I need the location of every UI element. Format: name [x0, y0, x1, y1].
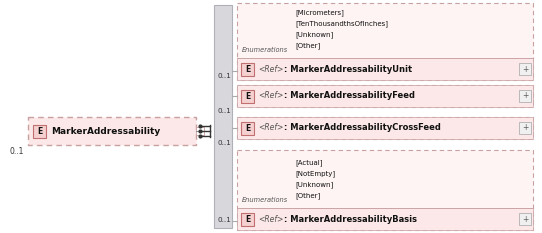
FancyBboxPatch shape	[237, 208, 533, 230]
Text: : MarkerAddressabilityUnit: : MarkerAddressabilityUnit	[284, 65, 412, 73]
FancyBboxPatch shape	[196, 127, 204, 135]
FancyBboxPatch shape	[241, 122, 254, 135]
FancyBboxPatch shape	[237, 85, 533, 107]
Text: [Actual]: [Actual]	[295, 160, 322, 166]
Text: E: E	[245, 124, 250, 133]
Text: 0..1: 0..1	[217, 108, 231, 114]
Text: : MarkerAddressabilityFeed: : MarkerAddressabilityFeed	[284, 92, 415, 100]
FancyBboxPatch shape	[33, 125, 46, 138]
Text: 0..1: 0..1	[217, 73, 231, 79]
Text: [TenThousandthsOfInches]: [TenThousandthsOfInches]	[295, 21, 388, 27]
Text: [Unknown]: [Unknown]	[295, 32, 333, 38]
Text: : MarkerAddressabilityBasis: : MarkerAddressabilityBasis	[284, 215, 417, 223]
Text: +: +	[522, 92, 528, 100]
Text: E: E	[245, 65, 250, 74]
FancyBboxPatch shape	[237, 117, 533, 139]
Text: [Other]: [Other]	[295, 193, 320, 199]
FancyBboxPatch shape	[519, 213, 531, 225]
FancyBboxPatch shape	[241, 90, 254, 103]
FancyBboxPatch shape	[241, 63, 254, 76]
FancyBboxPatch shape	[241, 213, 254, 226]
Text: +: +	[522, 215, 528, 223]
FancyBboxPatch shape	[28, 117, 196, 145]
Text: <Ref>: <Ref>	[258, 92, 283, 100]
FancyBboxPatch shape	[237, 3, 533, 80]
Text: [Unknown]: [Unknown]	[295, 182, 333, 188]
Text: +: +	[522, 65, 528, 73]
Text: <Ref>: <Ref>	[258, 65, 283, 73]
FancyBboxPatch shape	[237, 150, 533, 230]
Text: : MarkerAddressabilityCrossFeed: : MarkerAddressabilityCrossFeed	[284, 123, 441, 133]
Text: <Ref>: <Ref>	[258, 123, 283, 133]
FancyBboxPatch shape	[237, 58, 533, 80]
FancyBboxPatch shape	[237, 117, 533, 139]
Text: [NotEmpty]: [NotEmpty]	[295, 171, 335, 177]
Text: 0..1: 0..1	[217, 217, 231, 223]
Text: +: +	[522, 123, 528, 133]
Text: Enumerations: Enumerations	[242, 47, 288, 53]
Text: E: E	[245, 215, 250, 224]
FancyBboxPatch shape	[214, 5, 232, 228]
Text: <Ref>: <Ref>	[258, 215, 283, 223]
Text: E: E	[37, 127, 42, 136]
Text: 0..1: 0..1	[217, 140, 231, 146]
Text: MarkerAddressability: MarkerAddressability	[51, 127, 160, 136]
FancyBboxPatch shape	[519, 90, 531, 102]
Text: E: E	[245, 92, 250, 101]
Text: [Other]: [Other]	[295, 43, 320, 49]
Text: 0..1: 0..1	[10, 147, 24, 155]
FancyBboxPatch shape	[519, 63, 531, 75]
FancyBboxPatch shape	[237, 85, 533, 107]
Text: [Micrometers]: [Micrometers]	[295, 10, 344, 16]
Text: Enumerations: Enumerations	[242, 197, 288, 203]
FancyBboxPatch shape	[519, 122, 531, 134]
